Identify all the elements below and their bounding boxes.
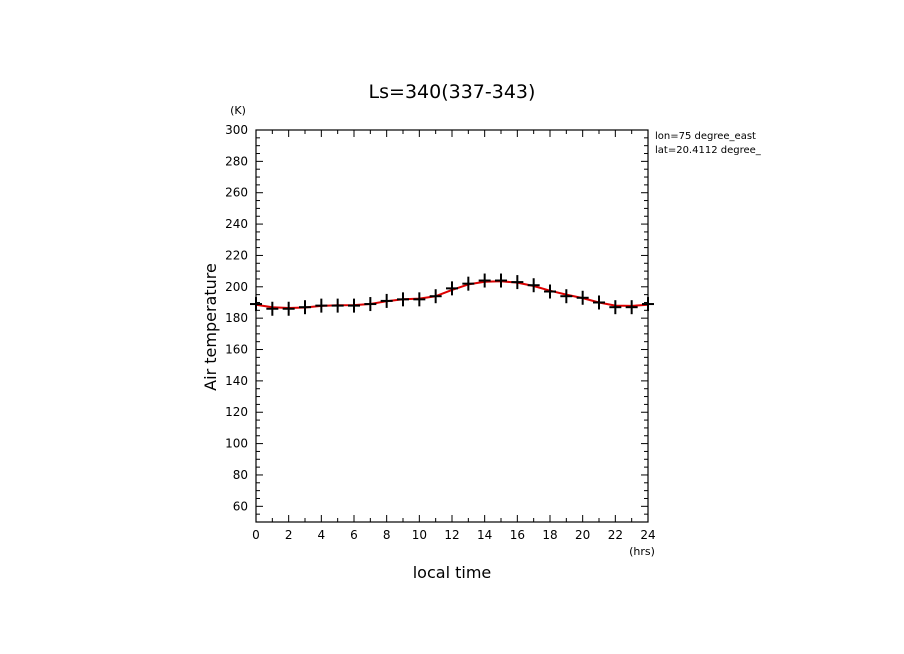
temperature-data-point xyxy=(315,298,328,313)
temperature-data-point xyxy=(282,301,295,316)
temperature-data-point xyxy=(478,273,491,288)
y-tick-label: 220 xyxy=(225,248,248,262)
temperature-data-point xyxy=(544,284,556,299)
temperature-data-point xyxy=(413,292,426,307)
x-unit-label: (hrs) xyxy=(629,545,655,558)
lat-annotation: lat=20.4112 degree_ xyxy=(655,145,762,156)
x-axis-label: local time xyxy=(413,563,492,582)
temperature-data-point xyxy=(560,289,573,304)
temperature-data-point xyxy=(462,276,475,291)
x-tick-label: 8 xyxy=(383,528,391,542)
y-tick-label: 80 xyxy=(233,468,248,482)
temperature-data-point xyxy=(348,298,360,313)
y-tick-label: 280 xyxy=(225,154,248,168)
temperature-data-point xyxy=(527,278,540,293)
temperature-data-point xyxy=(364,297,377,312)
temperature-data-point xyxy=(429,289,442,304)
temperature-data-point xyxy=(609,300,622,315)
y-tick-label: 60 xyxy=(233,499,248,513)
y-tick-label: 100 xyxy=(225,437,248,451)
y-axis-ticks: 60 80 100 120 140 160 180 200 220 240 260 280 300 xyxy=(225,123,648,523)
temperature-data-point xyxy=(511,275,524,290)
temperature-data-point xyxy=(625,300,638,315)
x-tick-label: 22 xyxy=(608,528,623,542)
lon-annotation: lon=75 degree_east xyxy=(655,131,756,142)
y-tick-label: 160 xyxy=(225,343,248,357)
y-tick-label: 120 xyxy=(225,405,248,419)
temperature-data-point xyxy=(380,293,393,308)
x-tick-label: 4 xyxy=(318,528,326,542)
y-tick-label: 180 xyxy=(225,311,248,325)
temperature-data-point xyxy=(495,273,507,288)
temperature-data-point xyxy=(576,290,589,305)
y-tick-label: 300 xyxy=(225,123,248,137)
x-tick-label: 14 xyxy=(477,528,492,542)
chart-title: Ls=340(337-343) xyxy=(369,81,536,103)
y-unit-label: (K) xyxy=(230,104,246,117)
temperature-data-point xyxy=(331,298,344,313)
y-tick-label: 240 xyxy=(225,217,248,231)
x-tick-label: 6 xyxy=(350,528,358,542)
y-tick-label: 260 xyxy=(225,186,248,200)
temperature-data-point xyxy=(446,281,458,296)
x-axis-ticks: 0 2 4 6 8 10 12 14 16 18 20 22 24 xyxy=(252,130,656,542)
x-tick-label: 10 xyxy=(412,528,427,542)
y-tick-label: 200 xyxy=(225,280,248,294)
temperature-data-point xyxy=(642,297,654,312)
x-tick-label: 12 xyxy=(444,528,459,542)
temperature-data-point xyxy=(593,295,605,310)
temperature-data-point xyxy=(250,297,262,312)
series-layer xyxy=(250,273,654,316)
temperature-data-point xyxy=(299,300,311,315)
x-tick-label: 2 xyxy=(285,528,293,542)
y-axis-label: Air temperature xyxy=(201,263,220,391)
x-tick-label: 18 xyxy=(542,528,557,542)
x-tick-label: 0 xyxy=(252,528,260,542)
temperature-data-point xyxy=(397,292,409,307)
x-tick-label: 20 xyxy=(575,528,590,542)
plot-frame xyxy=(255,129,649,523)
y-tick-label: 140 xyxy=(225,374,248,388)
x-tick-label: 16 xyxy=(510,528,525,542)
temperature-data-point xyxy=(266,301,279,316)
x-tick-label: 24 xyxy=(640,528,655,542)
